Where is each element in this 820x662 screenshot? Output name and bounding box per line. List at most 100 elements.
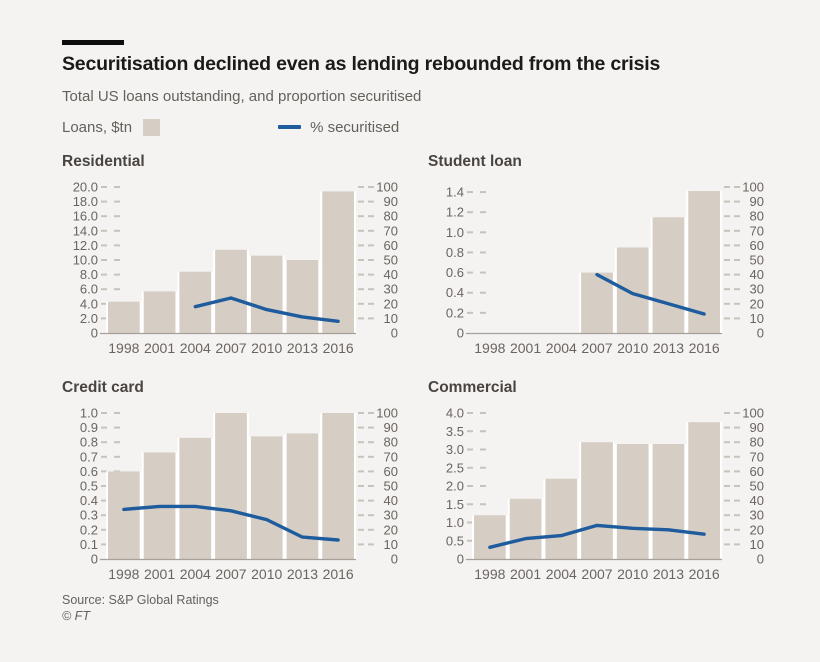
svg-text:50: 50 <box>750 253 764 268</box>
svg-text:60: 60 <box>384 238 398 253</box>
svg-text:0.3: 0.3 <box>80 508 98 523</box>
svg-text:0: 0 <box>391 326 398 341</box>
svg-text:0.7: 0.7 <box>80 449 98 464</box>
svg-text:100: 100 <box>742 406 764 421</box>
svg-text:2001: 2001 <box>144 340 175 356</box>
svg-text:2004: 2004 <box>546 340 577 356</box>
legend-line-label: % securitised <box>310 118 400 136</box>
svg-text:2013: 2013 <box>653 340 684 356</box>
panel-title-credit-card: Credit card <box>62 379 144 396</box>
svg-text:60: 60 <box>750 238 764 253</box>
svg-text:4.0: 4.0 <box>446 406 464 421</box>
svg-text:50: 50 <box>384 253 398 268</box>
svg-text:0: 0 <box>391 552 398 567</box>
svg-text:1.0: 1.0 <box>80 406 98 421</box>
svg-text:40: 40 <box>750 493 764 508</box>
credit-card-chart: 00.10.20.30.40.50.60.70.80.91.0010203040… <box>80 406 398 583</box>
svg-text:50: 50 <box>750 479 764 494</box>
svg-text:80: 80 <box>384 435 398 450</box>
svg-text:0: 0 <box>91 552 98 567</box>
svg-text:2004: 2004 <box>546 566 577 582</box>
svg-text:1998: 1998 <box>474 340 505 356</box>
svg-text:30: 30 <box>750 282 764 297</box>
svg-text:70: 70 <box>750 449 764 464</box>
student-loan-chart: 00.20.40.60.81.01.21.4010203040506070809… <box>446 180 764 357</box>
chart-main-title: Securitisation declined even as lending … <box>62 53 661 75</box>
svg-text:2010: 2010 <box>251 566 282 582</box>
svg-text:20: 20 <box>750 522 764 537</box>
svg-text:2007: 2007 <box>215 566 246 582</box>
svg-text:60: 60 <box>750 464 764 479</box>
line-swatch-icon <box>278 125 302 129</box>
svg-text:40: 40 <box>384 493 398 508</box>
svg-text:2010: 2010 <box>251 340 282 356</box>
svg-text:70: 70 <box>750 223 764 238</box>
svg-text:0.4: 0.4 <box>446 285 464 300</box>
svg-text:20.0: 20.0 <box>73 180 98 195</box>
svg-text:50: 50 <box>384 479 398 494</box>
svg-text:2013: 2013 <box>287 566 318 582</box>
chart-subtitle: Total US loans outstanding, and proporti… <box>62 88 422 105</box>
svg-text:8.0: 8.0 <box>80 267 98 282</box>
svg-text:1998: 1998 <box>474 566 505 582</box>
svg-text:10: 10 <box>384 311 398 326</box>
bar-swatch-icon <box>143 118 161 136</box>
svg-text:70: 70 <box>384 223 398 238</box>
svg-text:1.0: 1.0 <box>446 225 464 240</box>
svg-text:80: 80 <box>750 435 764 450</box>
svg-text:10: 10 <box>384 537 398 552</box>
headline-rule <box>62 40 124 45</box>
svg-text:0.6: 0.6 <box>446 265 464 280</box>
svg-text:2016: 2016 <box>323 340 354 356</box>
svg-text:2001: 2001 <box>510 566 541 582</box>
svg-text:0: 0 <box>757 552 764 567</box>
commercial-chart: 00.51.01.52.02.53.03.54.0010203040506070… <box>446 406 764 583</box>
svg-text:0.2: 0.2 <box>446 305 464 320</box>
svg-text:60: 60 <box>384 464 398 479</box>
svg-text:1.0: 1.0 <box>446 515 464 530</box>
svg-text:20: 20 <box>384 522 398 537</box>
svg-text:30: 30 <box>750 508 764 523</box>
svg-text:12.0: 12.0 <box>73 238 98 253</box>
svg-text:3.5: 3.5 <box>446 424 464 439</box>
svg-text:1998: 1998 <box>108 566 139 582</box>
svg-text:80: 80 <box>384 209 398 224</box>
svg-text:2001: 2001 <box>144 566 175 582</box>
svg-text:100: 100 <box>376 406 398 421</box>
svg-text:6.0: 6.0 <box>80 282 98 297</box>
panel-credit-card: Credit card 0 0.1 0.2 0.3 0.4 0.5 0.6 0.7 0.8 0.9… <box>54 372 414 597</box>
svg-text:90: 90 <box>384 420 398 435</box>
svg-text:0.4: 0.4 <box>80 493 98 508</box>
svg-text:0.8: 0.8 <box>80 435 98 450</box>
svg-text:2016: 2016 <box>323 566 354 582</box>
panel-title-residential: Residential <box>62 153 145 170</box>
svg-text:90: 90 <box>750 194 764 209</box>
svg-text:40: 40 <box>750 267 764 282</box>
footer: Source: S&P Global Ratings © FT <box>62 592 219 624</box>
legend: Loans, $tn % securitised <box>62 117 399 137</box>
panel-commercial: Commercial 0 0.5 1.0 1.5 2.0 2.5 3.0 3.5 4.0 0 10 2… <box>420 372 780 597</box>
svg-text:2013: 2013 <box>653 566 684 582</box>
panel-title-commercial: Commercial <box>428 379 517 396</box>
svg-text:70: 70 <box>384 449 398 464</box>
svg-text:2007: 2007 <box>581 340 612 356</box>
svg-text:2.0: 2.0 <box>446 479 464 494</box>
svg-text:2.0: 2.0 <box>80 311 98 326</box>
svg-text:0: 0 <box>457 326 464 341</box>
svg-text:20: 20 <box>750 296 764 311</box>
svg-text:2007: 2007 <box>581 566 612 582</box>
svg-text:2016: 2016 <box>689 566 720 582</box>
svg-text:0: 0 <box>457 552 464 567</box>
svg-text:1.5: 1.5 <box>446 497 464 512</box>
svg-text:0.2: 0.2 <box>80 522 98 537</box>
svg-text:0.1: 0.1 <box>80 537 98 552</box>
svg-text:30: 30 <box>384 282 398 297</box>
svg-text:2004: 2004 <box>180 340 211 356</box>
panel-student-loan: Student loan 0 0.2 0.4 0.6 0.8 1.0 1.2 1.4 0 10 20… <box>420 146 780 371</box>
svg-text:40: 40 <box>384 267 398 282</box>
svg-text:90: 90 <box>750 420 764 435</box>
svg-text:2007: 2007 <box>215 340 246 356</box>
svg-text:0: 0 <box>91 326 98 341</box>
svg-text:1.4: 1.4 <box>446 185 464 200</box>
panel-residential: Residential 0 2.0 4.0 6.0 8.0 10.0 12.0 14.0 16.… <box>54 146 414 371</box>
